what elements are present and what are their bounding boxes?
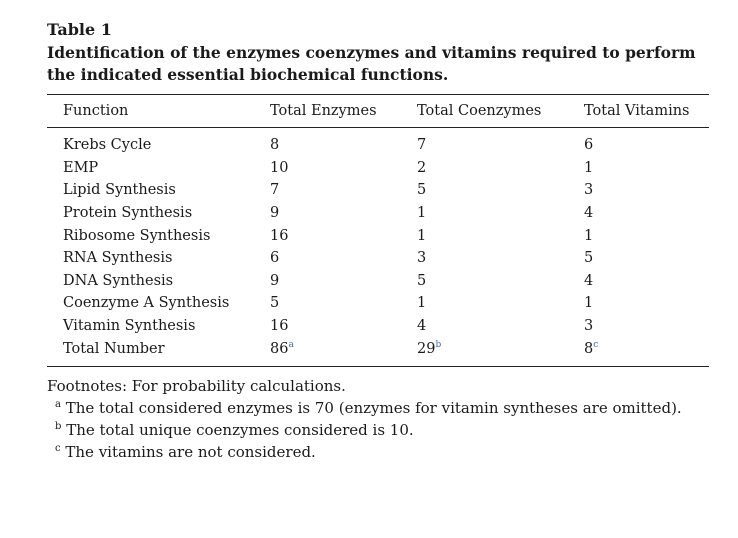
table-label: Table 1 bbox=[47, 20, 112, 39]
cell-total-vitamins: 1 bbox=[584, 159, 594, 176]
total-row: Total Number 86a 29b 8c bbox=[47, 337, 709, 366]
table-row: Lipid Synthesis 7 5 3 bbox=[47, 179, 709, 202]
cell-total-enzymes: 9 bbox=[270, 205, 280, 222]
total-enzymes: 86a bbox=[270, 337, 417, 366]
footnote-text: The total considered enzymes is 70 (enzy… bbox=[65, 398, 682, 417]
table-caption: Identification of the enzymes coenzymes … bbox=[47, 43, 696, 84]
cell-total-enzymes: 16 bbox=[270, 227, 289, 244]
table-row: DNA Synthesis 9 5 4 bbox=[47, 270, 709, 293]
cell-total-vitamins: 4 bbox=[584, 272, 594, 289]
data-table-body: Krebs Cycle 8 7 6 EMP 10 2 1 Lipid Synthesis 7 5 3 P… bbox=[47, 128, 709, 366]
table-row: RNA Synthesis 6 3 5 bbox=[47, 247, 709, 270]
table-top-rule bbox=[47, 94, 709, 95]
header-total-vitamins: Total Vitamins bbox=[584, 103, 690, 119]
cell-function: DNA Synthesis bbox=[63, 272, 174, 289]
cell-total-coenzymes: 5 bbox=[417, 182, 427, 199]
cell-total-coenzymes: 2 bbox=[417, 159, 427, 176]
cell-function: Protein Synthesis bbox=[63, 205, 193, 222]
cell-total-coenzymes: 5 bbox=[417, 272, 427, 289]
cell-total-coenzymes: 3 bbox=[417, 250, 427, 267]
table-row: Krebs Cycle 8 7 6 bbox=[47, 128, 709, 157]
footnote-text: The vitamins are not considered. bbox=[65, 442, 316, 461]
total-enzymes-note: a bbox=[288, 339, 294, 350]
footnote-intro: Footnotes: For probability calculations. bbox=[47, 376, 346, 395]
cell-total-vitamins: 4 bbox=[584, 205, 594, 222]
cell-function: Vitamin Synthesis bbox=[63, 318, 196, 335]
cell-function: Ribosome Synthesis bbox=[63, 227, 211, 244]
cell-function: Coenzyme A Synthesis bbox=[63, 295, 230, 312]
cell-function: EMP bbox=[63, 159, 99, 176]
footnotes: Footnotes: For probability calculations.… bbox=[47, 375, 709, 463]
cell-total-enzymes: 10 bbox=[270, 159, 289, 176]
cell-total-vitamins: 1 bbox=[584, 227, 594, 244]
cell-total-vitamins: 3 bbox=[584, 318, 594, 335]
table-header-rule bbox=[47, 127, 709, 128]
cell-total-enzymes: 16 bbox=[270, 318, 289, 335]
cell-function: Lipid Synthesis bbox=[63, 182, 176, 199]
cell-total-enzymes: 7 bbox=[270, 182, 280, 199]
cell-total-coenzymes: 7 bbox=[417, 137, 427, 154]
total-coenzymes-value: 29 bbox=[417, 340, 436, 357]
cell-total-vitamins: 5 bbox=[584, 250, 594, 267]
footnote-mark: a bbox=[55, 398, 61, 410]
total-label-value: Total Number bbox=[63, 340, 165, 357]
cell-total-enzymes: 5 bbox=[270, 295, 280, 312]
cell-total-enzymes: 6 bbox=[270, 250, 280, 267]
total-enzymes-value: 86 bbox=[270, 340, 289, 357]
cell-total-coenzymes: 1 bbox=[417, 227, 427, 244]
cell-total-enzymes: 9 bbox=[270, 272, 280, 289]
footnote-text: The total unique coenzymes considered is… bbox=[66, 420, 414, 439]
cell-total-coenzymes: 1 bbox=[417, 295, 427, 312]
cell-total-coenzymes: 4 bbox=[417, 318, 427, 335]
cell-total-vitamins: 6 bbox=[584, 137, 594, 154]
data-table: Function Total Enzymes Total Coenzymes T… bbox=[47, 95, 709, 127]
footnote-c: c The vitamins are not considered. bbox=[47, 441, 709, 463]
total-label: Total Number bbox=[47, 337, 270, 366]
table-row: Ribosome Synthesis 16 1 1 bbox=[47, 224, 709, 247]
table-row: Vitamin Synthesis 16 4 3 bbox=[47, 315, 709, 338]
cell-function: Krebs Cycle bbox=[63, 137, 152, 154]
total-coenzymes-note: b bbox=[435, 339, 442, 350]
footnote-a: a The total considered enzymes is 70 (en… bbox=[47, 397, 709, 419]
footnote-mark: b bbox=[55, 420, 62, 432]
footnote-mark: c bbox=[55, 442, 61, 454]
cell-total-coenzymes: 1 bbox=[417, 205, 427, 222]
header-total-enzymes: Total Enzymes bbox=[270, 103, 377, 119]
table-bottom-rule bbox=[47, 365, 709, 367]
table-row: Coenzyme A Synthesis 5 1 1 bbox=[47, 292, 709, 315]
total-vitamins: 8c bbox=[584, 337, 709, 366]
header-row: Function Total Enzymes Total Coenzymes T… bbox=[47, 95, 709, 127]
header-function: Function bbox=[63, 103, 129, 119]
total-vitamins-value: 8 bbox=[584, 340, 594, 357]
header-total-coenzymes: Total Coenzymes bbox=[417, 103, 542, 119]
cell-total-vitamins: 3 bbox=[584, 182, 594, 199]
total-vitamins-note: c bbox=[593, 339, 599, 350]
document-page: Table 1 Identification of the enzymes co… bbox=[47, 20, 709, 463]
total-coenzymes: 29b bbox=[417, 337, 584, 366]
footnote-b: b The total unique coenzymes considered … bbox=[47, 419, 709, 441]
cell-total-enzymes: 8 bbox=[270, 137, 280, 154]
table-row: Protein Synthesis 9 1 4 bbox=[47, 202, 709, 225]
cell-total-vitamins: 1 bbox=[584, 295, 594, 312]
cell-function: RNA Synthesis bbox=[63, 250, 173, 267]
table-row: EMP 10 2 1 bbox=[47, 157, 709, 180]
